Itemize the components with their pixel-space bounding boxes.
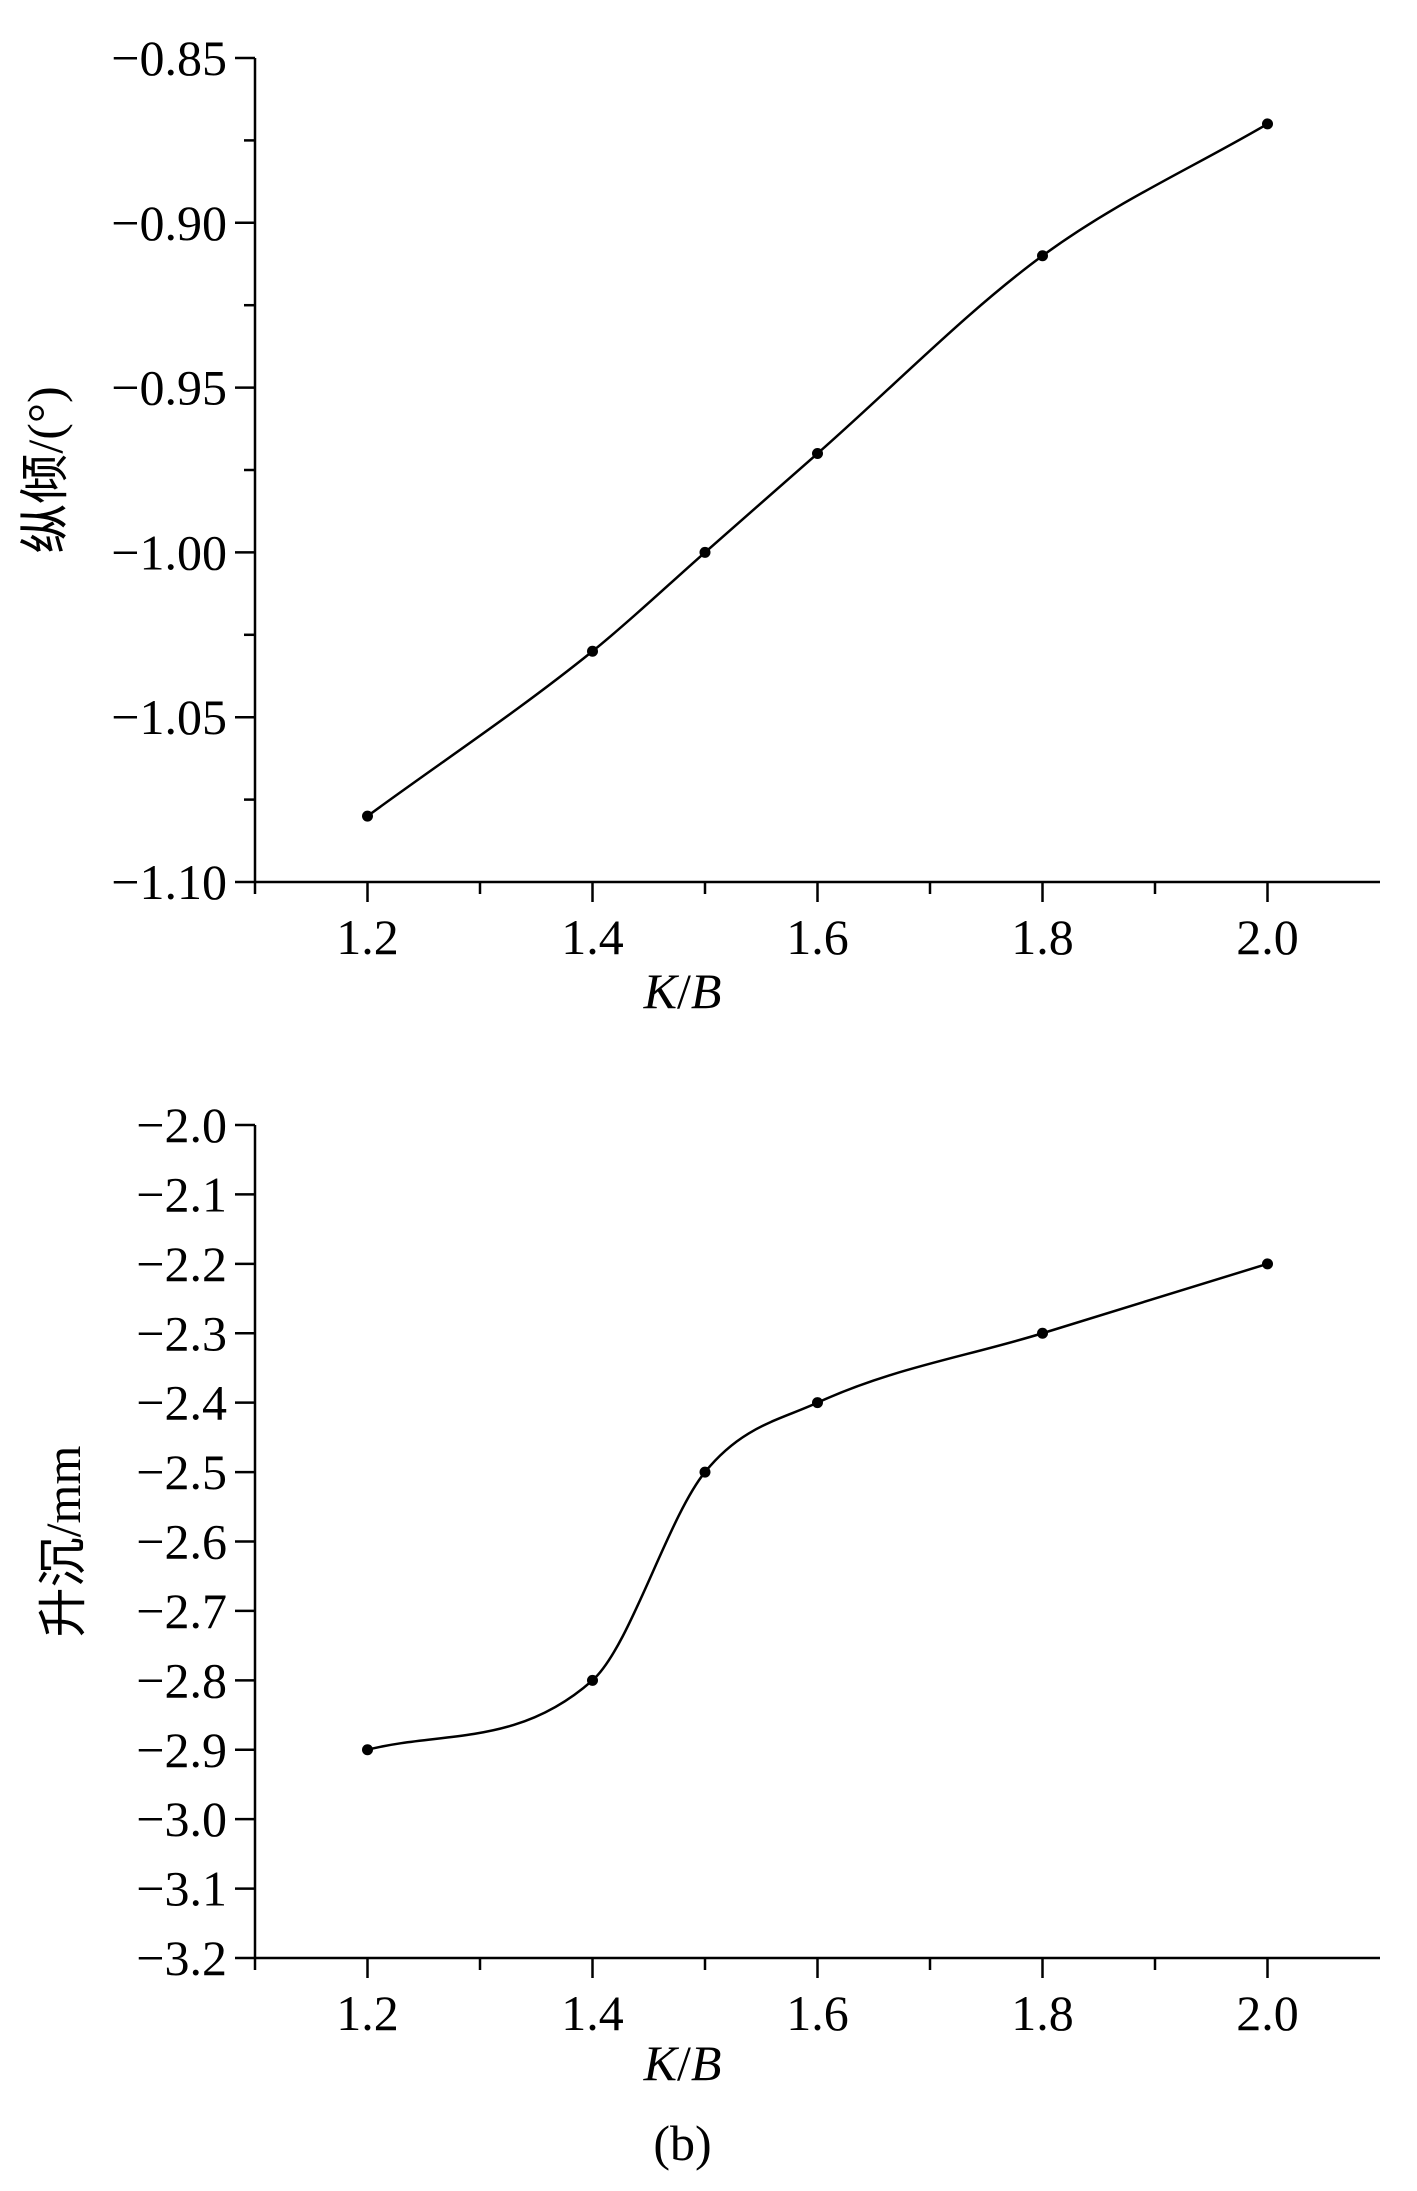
x-tick-label: 1.8 (1011, 909, 1074, 965)
data-point (587, 1674, 598, 1686)
x-tick-label: 1.2 (336, 909, 399, 965)
chart-panel-trim: −0.85 −0.90 −0.95 −1.00 −1.05 −1.10 1.2 1.4 1.6 1… (17, 30, 1380, 1019)
data-point (812, 1397, 823, 1409)
data-point (362, 1744, 373, 1756)
y-tick-label: −3.0 (136, 1791, 227, 1847)
y-tick-label: −2.4 (136, 1375, 227, 1431)
x-tick-label: 1.6 (786, 1985, 849, 2041)
x-tick-label: 1.2 (336, 1985, 399, 2041)
y-tick-label: −0.90 (111, 195, 227, 251)
data-point (699, 1466, 711, 1478)
data-point (1262, 118, 1273, 130)
data-point (812, 448, 823, 460)
series-line (366, 122, 1269, 818)
y-tick-label: −2.6 (136, 1514, 227, 1570)
data-point (1037, 250, 1048, 262)
y-tick-label: −2.9 (136, 1722, 227, 1778)
panel-caption: (b) (653, 2115, 711, 2171)
y-axis-title: 升沉/mm (35, 1446, 91, 1638)
data-point (587, 645, 598, 657)
y-tick-label: −2.0 (136, 1097, 227, 1153)
y-tick-label: −3.2 (136, 1930, 227, 1986)
x-axis-title: K/B (643, 963, 722, 1019)
y-tick-label: −2.2 (136, 1236, 227, 1292)
x-tick-label: 2.0 (1236, 1985, 1299, 2041)
data-point (699, 546, 711, 558)
y-tick-label: −0.95 (111, 360, 227, 416)
data-point (1262, 1258, 1273, 1270)
chart-panel-heave: −2.0 −2.1 −2.2 −2.3 −2.4 −2.5 −2.6 −2.7 −2.8 −2.9… (35, 1097, 1380, 2171)
x-tick-label: 1.4 (561, 909, 624, 965)
y-tick-label: −2.5 (136, 1444, 227, 1500)
x-tick-label: 1.8 (1011, 1985, 1074, 2041)
y-axis-title: 纵倾/(°) (17, 386, 73, 553)
x-tick-label: 1.6 (786, 909, 849, 965)
y-tick-label: −2.7 (136, 1583, 227, 1639)
y-tick-label: −1.00 (111, 524, 227, 580)
y-tick-label: −1.10 (111, 854, 227, 910)
y-tick-label: −2.3 (136, 1305, 227, 1361)
series-line (367, 1262, 1268, 1751)
x-axis-title: K/B (643, 2035, 722, 2091)
x-tick-label: 1.4 (561, 1985, 624, 2041)
y-tick-label: −0.85 (111, 30, 227, 86)
y-tick-label: −2.8 (136, 1652, 227, 1708)
data-point (1037, 1327, 1048, 1339)
y-tick-label: −1.05 (111, 689, 227, 745)
data-point (362, 810, 373, 822)
y-tick-label: −3.1 (136, 1861, 227, 1917)
y-tick-label: −2.1 (136, 1166, 227, 1222)
x-tick-label: 2.0 (1236, 909, 1299, 965)
